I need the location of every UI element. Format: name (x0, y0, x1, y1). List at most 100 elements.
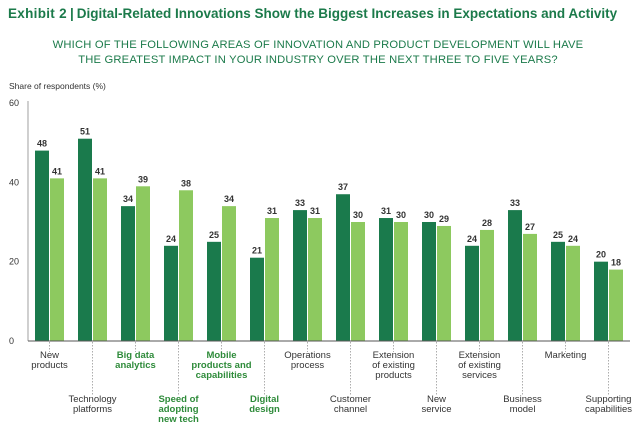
data-label-series-1-6: 33 (295, 198, 305, 208)
category-label-line: products (375, 370, 412, 381)
bar-series-2-11 (523, 233, 537, 341)
data-label-series-2-11: 27 (525, 222, 535, 232)
category-label-line: Operations (284, 350, 331, 361)
bar-series-2-8 (394, 222, 408, 341)
data-label-series-2-4: 34 (224, 194, 234, 204)
y-tick-label: 60 (9, 98, 19, 108)
category-label-12: Marketing (545, 350, 587, 361)
category-label-line: service (421, 404, 451, 415)
category-label-line: Mobile (206, 350, 236, 361)
data-label-series-1-13: 20 (596, 250, 606, 260)
data-label-series-2-10: 28 (482, 218, 492, 228)
bar-series-2-10 (480, 229, 494, 341)
exhibit-label: Exhibit 2 (8, 6, 67, 21)
y-tick-label: 40 (9, 177, 19, 187)
bar-series-2-2 (136, 186, 150, 341)
y-axis-label: Share of respondents (%) (9, 81, 106, 91)
title-text: Digital-Related Innovations Show the Big… (76, 6, 618, 21)
title-separator: | (69, 6, 74, 21)
bar-series-1-9 (422, 222, 436, 341)
data-label-series-1-11: 33 (510, 198, 520, 208)
data-label-series-1-4: 25 (209, 230, 219, 240)
bar-series-2-1 (93, 178, 107, 341)
category-label-line: Business (503, 394, 542, 405)
category-label-2: Big data analytics (115, 350, 156, 371)
data-label-series-2-12: 24 (568, 234, 578, 244)
category-label-line: Digital (250, 394, 279, 405)
category-label-line: Extension (459, 350, 501, 361)
bar-series-1-0 (35, 150, 49, 341)
data-label-series-1-7: 37 (338, 182, 348, 192)
category-label-6: Operations process (284, 350, 331, 371)
category-label-1: Technology platforms (68, 394, 116, 415)
category-label-10: Extension of existing services (458, 350, 501, 381)
category-label-line: capabilities (585, 404, 632, 415)
category-label-line: of existing (458, 360, 501, 371)
data-label-series-2-3: 38 (181, 178, 191, 188)
category-label-line: channel (334, 404, 367, 415)
category-label-line: Technology (68, 394, 116, 405)
chart-title: Exhibit 2 | Digital-Related Innovations Sh… (8, 6, 617, 21)
data-label-series-2-2: 39 (138, 174, 148, 184)
data-label-series-1-10: 24 (467, 234, 477, 244)
bar-series-2-13 (609, 269, 623, 341)
data-label-series-1-3: 24 (166, 234, 176, 244)
bar-series-1-10 (465, 245, 479, 341)
category-label-line: products and (191, 360, 251, 371)
category-label-line: Marketing (545, 350, 587, 361)
data-label-series-2-8: 30 (396, 210, 406, 220)
bar-series-2-3 (179, 190, 193, 341)
data-label-series-1-0: 48 (37, 139, 47, 149)
bar-series-2-6 (308, 218, 322, 341)
bar-series-2-9 (437, 225, 451, 341)
category-label-line: Speed of (158, 394, 199, 405)
category-label-line: design (249, 404, 280, 415)
category-label-line: New (40, 350, 59, 361)
category-label-line: of existing (372, 360, 415, 371)
category-label-line: analytics (115, 360, 156, 371)
category-label-8: Extension of existing products (372, 350, 415, 381)
y-tick-label: 20 (9, 257, 19, 267)
category-label-line: Big data (117, 350, 155, 361)
question-line-2: THE GREATEST IMPACT IN YOUR INDUSTRY OVE… (78, 54, 558, 66)
category-label-9: New service (421, 394, 451, 415)
category-label-4: Mobile products and capabilities (191, 350, 251, 381)
bar-series-2-5 (265, 218, 279, 341)
bar-series-2-4 (222, 206, 236, 341)
category-label-7: Customer channel (330, 394, 371, 415)
category-label-13: Supporting capabilities (585, 394, 632, 415)
data-label-series-2-0: 41 (52, 166, 62, 176)
bars-group (35, 138, 623, 341)
survey-question: WHICH OF THE FOLLOWING AREAS OF INNOVATI… (0, 38, 636, 68)
category-label-line: platforms (73, 404, 112, 415)
bar-series-2-0 (50, 178, 64, 341)
data-label-series-2-9: 29 (439, 214, 449, 224)
category-label-line: products (31, 360, 68, 371)
bar-series-2-7 (351, 222, 365, 341)
bar-series-1-1 (78, 138, 92, 341)
category-label-line: capabilities (196, 370, 248, 381)
category-label-line: Supporting (586, 394, 632, 405)
category-label-0: New products (31, 350, 68, 371)
data-label-series-1-12: 25 (553, 230, 563, 240)
bar-series-1-5 (250, 257, 264, 341)
category-label-5: Digital design (249, 394, 280, 415)
data-label-series-2-1: 41 (95, 166, 105, 176)
category-label-line: New (427, 394, 446, 405)
category-label-11: Business model (503, 394, 542, 415)
data-label-series-1-2: 34 (123, 194, 133, 204)
data-label-series-1-9: 30 (424, 210, 434, 220)
y-tick-label: 0 (9, 336, 14, 346)
bar-series-2-12 (566, 245, 580, 341)
data-label-series-2-13: 18 (611, 258, 621, 268)
data-label-series-2-6: 31 (310, 206, 320, 216)
y-axis: 0 20 40 60 (9, 98, 29, 346)
bar-series-1-4 (207, 241, 221, 341)
data-label-series-1-8: 31 (381, 206, 391, 216)
bar-series-1-2 (121, 206, 135, 341)
category-label-line: process (291, 360, 325, 371)
bar-series-1-6 (293, 210, 307, 341)
category-label-line: Customer (330, 394, 371, 405)
